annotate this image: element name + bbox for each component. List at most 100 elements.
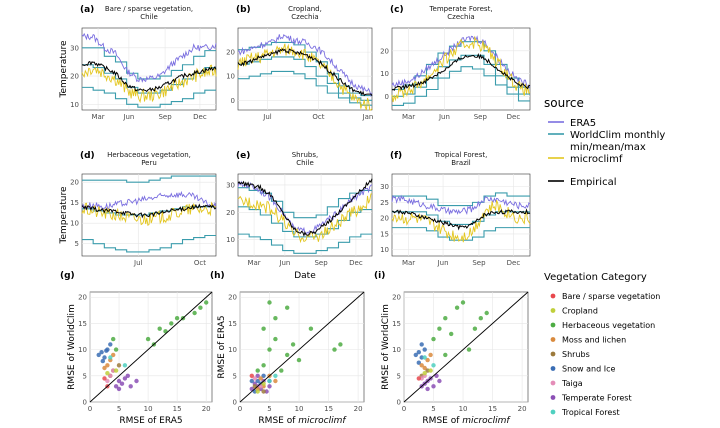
x-tick-label: Jul <box>262 113 272 121</box>
y-tick-label: 15 <box>392 320 401 328</box>
x-tick-label: 20 <box>202 405 211 413</box>
x-tick-label: Dec <box>507 259 521 267</box>
legend-vegetation-label: Moss and lichen <box>562 336 626 345</box>
chart-panel-c: 0 10 20 Mar Jun Sep Dec (c) Temperate Forest,Cze… <box>380 5 531 121</box>
scatter-point <box>273 316 278 321</box>
panel-title: Peru <box>141 159 157 167</box>
panel-title: Shrubs, <box>292 151 319 159</box>
y-tick-label: 20 <box>70 73 79 81</box>
y-tick-label: 10 <box>392 346 401 354</box>
scatter-point <box>255 389 260 394</box>
chart-panel-g: 0 5 10 15 20 0 5 10 15 20 (g) RMSE of ERA5 RMSE of W… <box>60 271 213 426</box>
y-tick-label: 10 <box>70 101 79 109</box>
panel-title: Chile <box>140 13 158 21</box>
series-worldclim <box>392 192 530 207</box>
series-microclimf <box>391 35 531 103</box>
x-tick-label: 10 <box>459 405 468 413</box>
x-tick-label: 15 <box>488 405 497 413</box>
panel-label: (i) <box>374 271 385 281</box>
x-tick-label: Dec <box>193 113 207 121</box>
scatter-point <box>261 389 266 394</box>
series-era5 <box>391 194 531 215</box>
panel-title: Brazil <box>451 159 471 167</box>
scatter-point <box>99 350 104 355</box>
scatter-point <box>119 381 125 386</box>
series-worldclim <box>82 175 216 183</box>
x-tick-label: Sep <box>472 259 486 267</box>
series-era5 <box>237 33 373 98</box>
legend-source-title: source <box>544 96 584 110</box>
scatter-point <box>416 350 421 355</box>
scatter-point <box>419 342 424 347</box>
y-tick-label: 30 <box>70 44 79 52</box>
y-tick-label: 0 <box>231 97 235 105</box>
y-tick-label: 15 <box>78 320 87 328</box>
legend-vegetation-label: Cropland <box>562 307 598 316</box>
scatter-point <box>255 378 260 384</box>
scatter-point <box>267 378 272 384</box>
y-tick-label: 10 <box>226 236 235 244</box>
scatter-point <box>338 342 343 347</box>
scatter-point <box>431 336 436 342</box>
legend-vegetation-key <box>550 337 556 342</box>
legend-vegetation-title: Vegetation Category <box>544 272 647 283</box>
series-microclimf <box>81 201 217 226</box>
chart-panel-e: 10 20 30 Mar Jun Sep Dec (e) Shrubs,Chile Date <box>226 151 373 281</box>
scatter-point <box>273 336 278 342</box>
x-tick-label: Jul <box>133 259 143 267</box>
scatter-point <box>308 326 314 331</box>
scatter-point <box>428 352 433 358</box>
y-tick-label: 20 <box>380 215 389 223</box>
panel-label: (h) <box>210 271 225 281</box>
legend-source-label: WorldClim monthly <box>570 130 665 141</box>
scatter-point <box>102 355 107 360</box>
x-tick-label: Jun <box>438 113 450 121</box>
identity-line <box>89 291 213 403</box>
scatter-point <box>255 368 260 373</box>
panel-title: Czechia <box>447 13 474 21</box>
scatter-point <box>422 365 427 371</box>
scatter-point <box>105 378 110 384</box>
scatter-point <box>192 310 197 316</box>
scatter-point <box>261 373 266 378</box>
panel-title: Czechia <box>291 13 318 21</box>
y-tick-label: 5 <box>75 240 79 248</box>
scatter-point <box>422 347 427 352</box>
scatter-point <box>285 305 290 310</box>
x-tick-label: 20 <box>518 405 527 413</box>
y-tick-label: 20 <box>78 294 87 302</box>
scatter-point <box>122 376 128 381</box>
scatter-point <box>273 378 278 384</box>
x-tick-label: Sep <box>474 113 488 121</box>
y-tick-label: 0 <box>233 399 237 407</box>
x-tick-label: Sep <box>158 113 172 121</box>
panel-title: Tropical Forest, <box>434 151 488 159</box>
x-tick-label: Jan <box>362 113 374 121</box>
scatter-point <box>443 352 448 358</box>
scatter-point <box>105 363 110 368</box>
y-tick-label: 15 <box>380 230 389 238</box>
scatter-point <box>108 342 113 347</box>
y-tick-label: 10 <box>78 346 87 354</box>
scatter-point <box>116 363 122 368</box>
scatter-point <box>416 360 421 365</box>
scatter-point <box>198 305 203 310</box>
scatter-point <box>134 378 139 384</box>
scatter-point <box>113 368 119 373</box>
y-axis-title: RMSE of ERA5 <box>217 315 227 378</box>
panels: 10 20 30 Mar Jun Sep Dec (a) Bare / sparse veget… <box>59 5 531 426</box>
legend-vegetation-key <box>550 293 556 299</box>
y-tick-label: 0 <box>397 399 401 407</box>
identity-line <box>239 291 365 403</box>
scatter-point <box>422 371 427 376</box>
x-tick-label: Dec <box>349 259 363 267</box>
series-microclimf <box>237 43 373 111</box>
panel-title: Cropland, <box>288 5 322 13</box>
scatter-point <box>261 363 266 368</box>
series-worldclim <box>238 70 372 106</box>
scatter-point <box>290 342 296 347</box>
legend-vegetation-label: Temperate Forest <box>561 394 632 403</box>
x-axis-title: Date <box>294 271 316 281</box>
